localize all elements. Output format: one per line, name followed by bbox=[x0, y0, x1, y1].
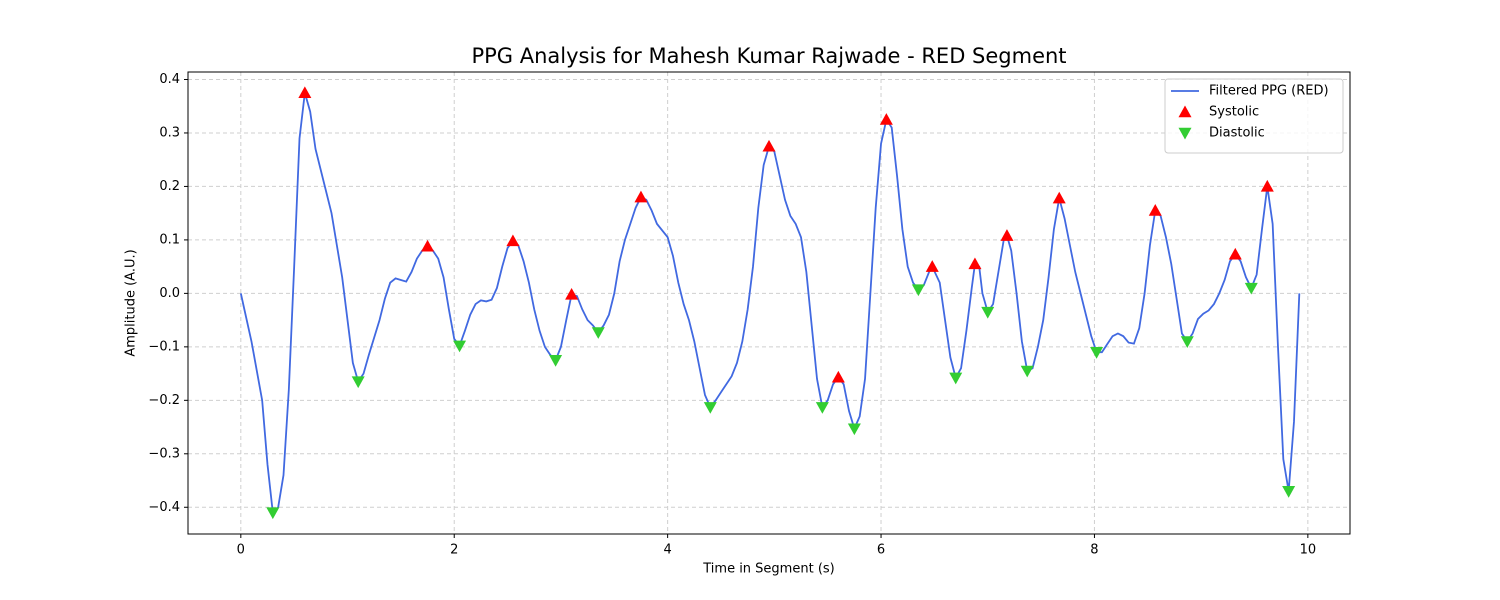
marker bbox=[506, 234, 520, 247]
marker bbox=[762, 139, 776, 152]
marker bbox=[565, 287, 579, 300]
x-tick-label: 0 bbox=[237, 543, 245, 558]
marker bbox=[1148, 203, 1162, 216]
y-tick-label: −0.4 bbox=[148, 500, 180, 515]
marker bbox=[981, 306, 995, 319]
marker bbox=[1282, 486, 1296, 498]
marker bbox=[703, 402, 717, 414]
legend: Filtered PPG (RED) Systolic Diastolic bbox=[1164, 78, 1344, 154]
marker bbox=[421, 239, 435, 252]
x-tick-label: 10 bbox=[1300, 543, 1317, 558]
x-tick-label: 6 bbox=[877, 543, 885, 558]
marker bbox=[1180, 336, 1194, 348]
marker bbox=[351, 376, 365, 389]
legend-label: Systolic bbox=[1209, 105, 1259, 120]
y-tick-label: 0.1 bbox=[159, 232, 180, 247]
y-tick-label: 0.4 bbox=[159, 72, 180, 87]
marker bbox=[591, 327, 605, 339]
y-tick-label: 0.2 bbox=[159, 179, 180, 194]
legend-swatch bbox=[1178, 105, 1192, 118]
y-tick-label: −0.3 bbox=[148, 446, 180, 461]
marker bbox=[815, 402, 829, 414]
legend-swatch bbox=[1178, 127, 1192, 140]
marker bbox=[1000, 229, 1014, 241]
y-tick-label: −0.2 bbox=[148, 393, 180, 408]
x-tick-label: 8 bbox=[1090, 543, 1098, 558]
marker bbox=[949, 372, 963, 385]
marker bbox=[549, 355, 563, 367]
legend-label: Diastolic bbox=[1209, 126, 1265, 141]
marker bbox=[847, 423, 861, 436]
y-tick-label: −0.1 bbox=[148, 339, 180, 354]
marker bbox=[879, 113, 893, 125]
chart-title: PPG Analysis for Mahesh Kumar Rajwade - … bbox=[471, 44, 1066, 68]
y-tick-label: 0.3 bbox=[159, 125, 180, 140]
marker bbox=[1228, 247, 1242, 260]
marker bbox=[634, 190, 648, 203]
marker bbox=[298, 86, 312, 99]
marker bbox=[1090, 346, 1104, 359]
marker bbox=[831, 370, 845, 383]
marker bbox=[1244, 282, 1258, 295]
marker bbox=[266, 507, 280, 520]
x-tick-label: 4 bbox=[663, 543, 671, 558]
plot-frame bbox=[187, 71, 1351, 535]
marker bbox=[1020, 365, 1034, 378]
marker bbox=[1260, 179, 1274, 192]
legend-label: Filtered PPG (RED) bbox=[1209, 84, 1329, 99]
y-tick-label: 0.0 bbox=[159, 286, 180, 301]
marker bbox=[911, 284, 925, 297]
x-axis-label: Time in Segment (s) bbox=[702, 562, 834, 577]
marker bbox=[968, 257, 982, 270]
marker bbox=[1052, 191, 1066, 204]
marker bbox=[925, 260, 939, 272]
x-tick-label: 2 bbox=[450, 543, 458, 558]
marker bbox=[453, 340, 467, 353]
legend-box bbox=[1164, 78, 1344, 154]
y-axis-label: Amplitude (A.U.) bbox=[124, 249, 139, 356]
